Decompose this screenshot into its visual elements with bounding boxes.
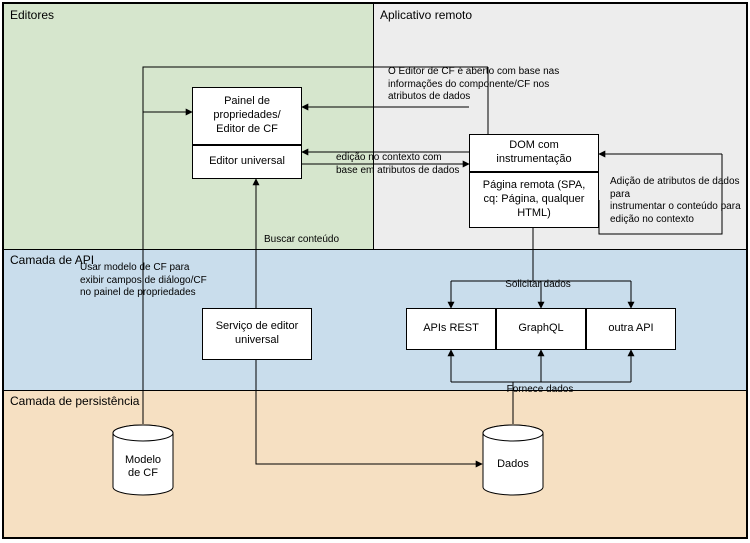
label-remote: Aplicativo remoto [380, 8, 472, 22]
note-provide-data: Fornece dados [500, 384, 580, 397]
node-universal-editor: Editor universal [192, 145, 302, 179]
node-ue-service: Serviço de editoruniversal [202, 308, 312, 360]
note-open-cf-editor: O Editor de CF é aberto com base nasinfo… [388, 66, 608, 104]
node-other-api: outra API [586, 308, 676, 350]
node-remote-page: Página remota (SPA,cq: Página, qualquerH… [469, 172, 599, 228]
node-api-rest: APIs REST [406, 308, 496, 350]
label-persistence: Camada de persistência [10, 394, 139, 408]
node-cf-model-cylinder: Modelode CF [112, 424, 174, 496]
note-fetch-content: Buscar conteúdo [264, 234, 364, 247]
note-use-cf-model: Usar modelo de CF paraexibir campos de d… [80, 262, 215, 300]
note-incontext-edit: edição no contexto combase em atributos … [336, 152, 464, 177]
node-data-cylinder: Dados [482, 424, 544, 496]
node-data-label: Dados [482, 458, 544, 471]
label-editors: Editores [10, 8, 54, 22]
node-graphql: GraphQL [496, 308, 586, 350]
node-cf-model-label: Modelode CF [112, 454, 174, 480]
node-properties-panel: Painel depropriedades/Editor de CF [192, 87, 302, 145]
node-dom-instrumented: DOM cominstrumentação [469, 134, 599, 172]
note-add-data-attr: Adição de atributos de dados parainstrum… [610, 176, 748, 226]
diagram-canvas: Editores Aplicativo remoto Camada de API… [2, 2, 748, 539]
note-request-data: Solicitar dados [498, 279, 578, 292]
region-editors [4, 4, 374, 249]
